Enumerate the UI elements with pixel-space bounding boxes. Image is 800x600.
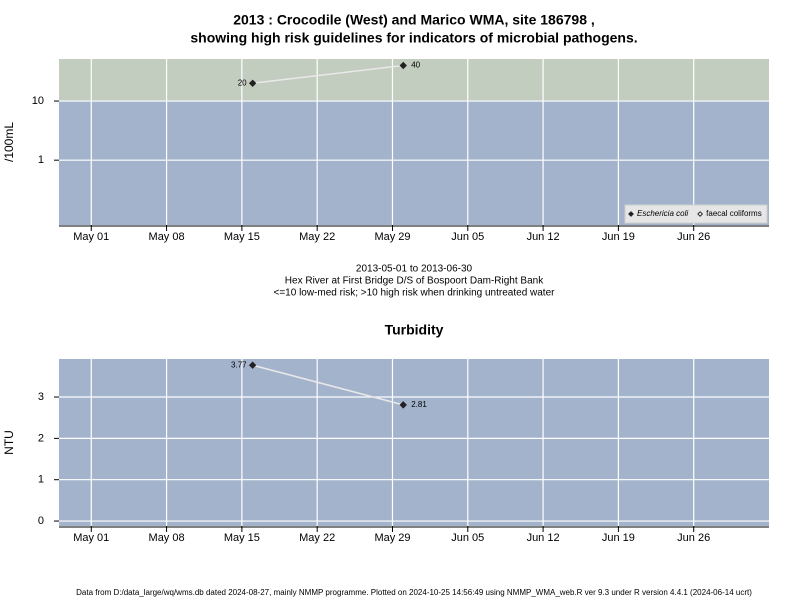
y-tick-label: 1	[38, 154, 44, 166]
x-tick-label: May 22	[299, 532, 335, 544]
data-label: 20	[238, 78, 247, 87]
legend-box	[624, 204, 768, 224]
y-axis-label: /100mL	[2, 122, 16, 162]
y-tick-label: 2	[38, 432, 44, 444]
y-tick-label: 1	[38, 474, 44, 486]
x-tick-label: May 01	[73, 532, 109, 544]
series-line	[252, 364, 404, 406]
x-tick-label: May 22	[299, 231, 335, 243]
subtitle-note: <=10 low-med risk; >10 high risk when dr…	[274, 288, 556, 299]
x-tick-label: May 15	[224, 231, 260, 243]
y-tick-label: 3	[38, 391, 44, 403]
plot-background	[59, 359, 769, 526]
legend-marker	[697, 211, 704, 217]
x-tick-label: Jun 05	[451, 532, 484, 544]
x-tick-label: Jun 26	[677, 231, 710, 243]
legend-marker	[628, 211, 634, 217]
y-tick-label: 10	[32, 95, 44, 107]
legend-label: faecal coliforms	[706, 209, 762, 218]
y-axis-label: NTU	[2, 430, 16, 455]
x-tick-label: Jun 19	[602, 532, 635, 544]
x-tick-label: May 29	[374, 532, 410, 544]
x-tick-label: Jun 26	[677, 532, 710, 544]
x-tick-label: May 29	[374, 231, 410, 243]
subtitle-note: 2013-05-01 to 2013-06-30	[356, 264, 473, 275]
footer: Data from D:/data_large/wq/wms.db dated …	[76, 588, 752, 597]
data-point	[399, 401, 407, 409]
data-label: 2.81	[411, 400, 427, 409]
chart-title: Turbidity	[385, 322, 444, 338]
x-tick-label: Jun 12	[527, 231, 560, 243]
x-tick-label: May 08	[149, 532, 185, 544]
chart-title: showing high risk guidelines for indicat…	[190, 30, 637, 46]
data-point	[399, 61, 407, 70]
data-point	[248, 361, 257, 369]
data-point	[248, 79, 257, 87]
x-tick-label: May 15	[224, 532, 260, 544]
legend-label: Eschericia coli	[637, 209, 688, 218]
data-label: 40	[411, 61, 420, 70]
x-tick-label: May 08	[149, 231, 185, 243]
y-tick-label: 0	[38, 515, 44, 527]
data-label: 3.77	[231, 360, 247, 369]
risk-band	[59, 59, 769, 102]
x-tick-label: May 01	[73, 231, 109, 243]
x-tick-label: Jun 05	[451, 231, 484, 243]
x-tick-label: Jun 12	[527, 532, 560, 544]
x-tick-label: Jun 19	[602, 231, 635, 243]
chart-title: 2013 : Crocodile (West) and Marico WMA, …	[233, 12, 595, 28]
series-line	[252, 64, 404, 85]
subtitle-note: Hex River at First Bridge D/S of Bospoor…	[285, 276, 544, 287]
